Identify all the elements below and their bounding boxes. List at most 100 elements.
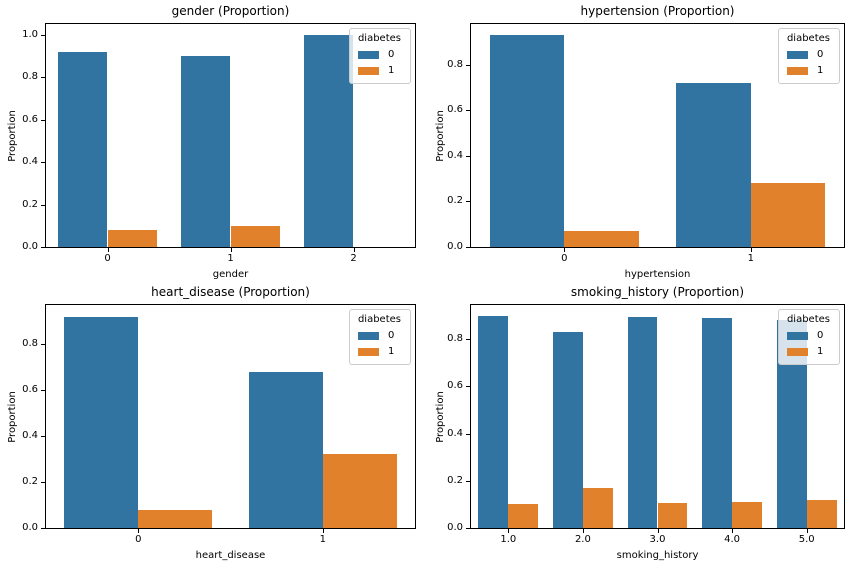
legend-label: 0	[816, 330, 824, 341]
bar-smoking_history-1.0-diabetes-1	[508, 504, 539, 528]
legend-entry-0: 0	[357, 330, 401, 342]
y-tick-mark	[466, 386, 470, 388]
bar-heart_disease-0-diabetes-1	[138, 509, 213, 528]
subplot-smoking_history: smoking_history (Proportion) diabetes 0 1 0.…	[428, 284, 856, 568]
chart-title: heart_disease (Proportion)	[151, 285, 310, 299]
legend: diabetes 0 1	[777, 28, 840, 84]
y-tick-mark	[466, 201, 470, 203]
x-tick-label: 5.0	[798, 534, 815, 545]
legend-entry-0: 0	[786, 49, 830, 61]
y-tick-label: 0.0	[22, 241, 38, 252]
x-tick-label: 2	[350, 253, 357, 264]
x-tick-label: 0	[561, 253, 568, 264]
y-tick-label: 0.8	[447, 333, 463, 345]
x-tick-label: 1.0	[500, 534, 517, 545]
legend: diabetes 0 1	[348, 28, 411, 84]
y-tick-mark	[466, 247, 470, 248]
bar-smoking_history-3.0-diabetes-1	[657, 503, 688, 528]
x-tick-label: 0	[104, 253, 111, 264]
bar-gender-0-diabetes-0	[58, 51, 108, 247]
bar-gender-0-diabetes-1	[107, 230, 157, 247]
bar-heart_disease-1-diabetes-0	[248, 371, 323, 528]
chart-title: hypertension (Proportion)	[580, 4, 735, 18]
y-tick-label: 0.8	[22, 338, 38, 350]
y-tick-label: 0.4	[447, 149, 463, 161]
legend-label: 0	[387, 49, 395, 60]
bar-smoking_history-2.0-diabetes-0	[553, 332, 583, 528]
legend-swatch-icon	[786, 67, 808, 75]
x-axis-label: hypertension	[624, 269, 691, 280]
y-tick-label: 0.2	[447, 195, 463, 207]
y-tick-mark	[466, 155, 470, 157]
y-tick-mark	[41, 247, 45, 248]
bar-heart_disease-1-diabetes-1	[322, 454, 397, 528]
y-tick-label: 0.6	[447, 104, 463, 116]
y-tick-mark	[466, 339, 470, 341]
x-tick-mark	[806, 529, 808, 533]
legend-entry-0: 0	[786, 330, 830, 342]
bar-hypertension-0-diabetes-1	[564, 231, 639, 247]
y-tick-label: 0.8	[22, 71, 38, 83]
chart-title: smoking_history (Proportion)	[570, 285, 745, 299]
legend-title: diabetes	[357, 314, 401, 325]
y-axis-label: Proportion	[435, 390, 446, 443]
bar-hypertension-1-diabetes-0	[676, 83, 751, 247]
bar-smoking_history-2.0-diabetes-1	[582, 487, 613, 528]
x-tick-label: 3.0	[649, 534, 666, 545]
bar-heart_disease-0-diabetes-0	[64, 316, 139, 528]
x-tick-mark	[732, 529, 734, 533]
legend-swatch-icon	[786, 332, 808, 340]
legend-label: 1	[816, 65, 824, 76]
legend-swatch-icon	[357, 332, 379, 340]
y-tick-label: 0.6	[22, 384, 38, 396]
legend-entry-1: 1	[786, 65, 830, 77]
legend-label: 1	[387, 346, 395, 357]
x-axis-label: gender	[212, 269, 249, 280]
x-tick-label: 1	[747, 253, 754, 264]
x-axis-label: heart_disease	[195, 550, 266, 561]
y-tick-mark	[41, 436, 45, 438]
bar-gender-1-diabetes-1	[230, 225, 280, 247]
legend-label: 0	[816, 49, 824, 60]
legend-label: 0	[387, 330, 395, 341]
y-tick-label: 0.6	[447, 380, 463, 392]
x-tick-label: 1	[227, 253, 234, 264]
bar-hypertension-1-diabetes-1	[750, 183, 826, 247]
x-tick-mark	[582, 529, 584, 533]
y-axis-label: Proportion	[7, 109, 18, 162]
plot-area: diabetes 0 1	[45, 304, 416, 529]
x-tick-label: 2.0	[574, 534, 591, 545]
plot-area: diabetes 0 1	[45, 23, 416, 248]
chart-title: gender (Proportion)	[171, 4, 290, 18]
x-tick-mark	[322, 529, 324, 533]
y-axis-label: Proportion	[435, 109, 446, 162]
legend-title: diabetes	[786, 33, 830, 44]
legend-label: 1	[387, 65, 395, 76]
subplot-heart_disease: heart_disease (Proportion) diabetes 0 1 0.0 0…	[0, 284, 428, 568]
y-tick-mark	[41, 204, 45, 206]
legend-entry-0: 0	[357, 49, 401, 61]
legend-entry-1: 1	[357, 346, 401, 358]
y-tick-label: 0.2	[22, 476, 38, 488]
x-tick-mark	[750, 248, 752, 252]
x-tick-mark	[230, 248, 232, 252]
y-tick-mark	[41, 119, 45, 121]
y-tick-mark	[41, 344, 45, 346]
x-tick-label: 1	[319, 534, 326, 545]
x-tick-mark	[657, 529, 659, 533]
y-tick-mark	[41, 34, 45, 36]
y-tick-label: 0.2	[447, 474, 463, 486]
bar-smoking_history-4.0-diabetes-1	[732, 502, 762, 528]
legend-entry-1: 1	[357, 65, 401, 77]
subplot-gender: gender (Proportion) diabetes 0 1 0.0 0.2 0.4 0.…	[0, 0, 428, 284]
x-tick-mark	[138, 529, 140, 533]
bar-smoking_history-5.0-diabetes-1	[806, 499, 837, 528]
y-tick-label: 0.4	[447, 427, 463, 439]
legend-swatch-icon	[357, 51, 379, 59]
y-tick-label: 0.8	[447, 58, 463, 70]
legend-swatch-icon	[357, 67, 379, 75]
bar-smoking_history-1.0-diabetes-0	[478, 315, 509, 528]
y-tick-mark	[466, 433, 470, 435]
plot-area: diabetes 0 1	[470, 304, 845, 529]
